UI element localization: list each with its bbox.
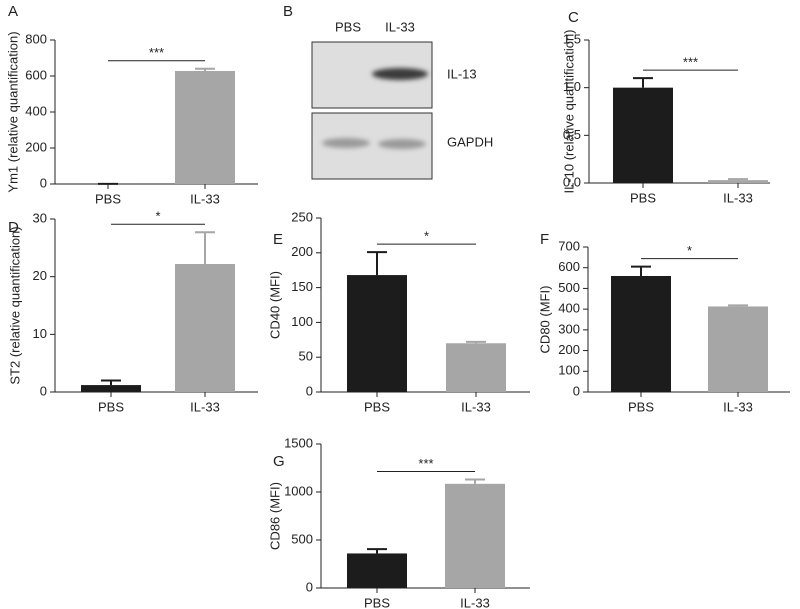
y-tick-label: 700: [558, 238, 580, 253]
panel-letter: E: [273, 231, 283, 248]
gel-band: [322, 138, 370, 148]
x-tick-label: IL-33: [190, 191, 220, 206]
bar: [708, 180, 768, 183]
x-tick-label: PBS: [364, 595, 390, 609]
bar: [175, 70, 235, 184]
y-tick-label: 0: [306, 383, 313, 398]
y-axis-label: IL-10 (relative quantification): [561, 29, 576, 193]
y-axis-label: CD80 (MFI): [537, 286, 552, 354]
y-axis-label: ST2 (relative quantification): [7, 226, 22, 384]
panel-letter: F: [540, 231, 549, 248]
y-tick-label: 150: [291, 279, 313, 294]
y-tick-label: 100: [558, 363, 580, 378]
panel-letter: A: [8, 3, 18, 20]
gel-panel: B PBS IL-33 IL-13 GAPDH: [283, 3, 493, 180]
y-tick-label: 400: [558, 301, 580, 316]
y-tick-label: 600: [25, 67, 47, 82]
bar: [81, 385, 141, 392]
bar: [175, 263, 235, 392]
significance-label: ***: [149, 45, 164, 60]
y-tick-label: 0.0: [563, 174, 581, 189]
significance-label: ***: [683, 55, 698, 70]
bar: [613, 87, 673, 183]
bar: [611, 276, 671, 392]
lane-label: IL-33: [385, 19, 415, 34]
x-tick-label: PBS: [98, 399, 124, 414]
y-tick-label: 1500: [284, 435, 313, 450]
bar: [708, 306, 768, 392]
bar: [347, 553, 407, 588]
y-tick-label: 200: [291, 244, 313, 259]
significance-label: *: [424, 229, 429, 244]
y-axis-label: Ym1 (relative quantification): [5, 31, 20, 192]
x-tick-label: IL-33: [723, 190, 753, 205]
band-label: IL-13: [447, 66, 477, 81]
y-tick-label: 800: [25, 31, 47, 46]
y-axis-label: CD86 (MFI): [267, 482, 282, 550]
x-tick-label: PBS: [630, 190, 656, 205]
panel-letter: G: [273, 453, 285, 470]
gel-band: [372, 68, 428, 80]
x-tick-label: IL-33: [460, 595, 490, 609]
significance-label: ***: [418, 456, 433, 471]
y-tick-label: 500: [291, 531, 313, 546]
y-tick-label: 50: [299, 349, 313, 364]
x-tick-label: IL-33: [190, 399, 220, 414]
x-tick-label: PBS: [628, 399, 654, 414]
y-tick-label: 30: [33, 210, 47, 225]
x-tick-label: IL-33: [461, 399, 491, 414]
panel-letter: B: [283, 3, 293, 20]
bar: [445, 483, 505, 588]
y-tick-label: 1000: [284, 483, 313, 498]
lane-label: PBS: [335, 19, 361, 34]
x-tick-label: IL-33: [723, 399, 753, 414]
x-tick-label: PBS: [364, 399, 390, 414]
significance-label: *: [687, 243, 692, 258]
y-tick-label: 0: [573, 383, 580, 398]
gel-band: [378, 139, 426, 149]
y-axis-label: CD40 (MFI): [267, 271, 282, 339]
bar: [347, 275, 407, 392]
significance-label: *: [155, 209, 160, 224]
y-tick-label: 0: [306, 579, 313, 594]
panel-letter: C: [568, 9, 579, 26]
y-tick-label: 0: [40, 175, 47, 190]
y-tick-label: 20: [33, 268, 47, 283]
y-tick-label: 250: [291, 209, 313, 224]
y-tick-label: 300: [558, 321, 580, 336]
y-tick-label: 10: [33, 326, 47, 341]
y-tick-label: 1.0: [563, 79, 581, 94]
band-label: GAPDH: [447, 134, 493, 149]
y-tick-label: 200: [558, 342, 580, 357]
y-tick-label: 600: [558, 259, 580, 274]
y-tick-label: 400: [25, 103, 47, 118]
y-tick-label: 1.5: [563, 31, 581, 46]
x-tick-label: PBS: [95, 191, 121, 206]
y-tick-label: 200: [25, 139, 47, 154]
y-tick-label: 0.5: [563, 127, 581, 142]
y-tick-label: 0: [40, 383, 47, 398]
y-tick-label: 500: [558, 280, 580, 295]
panel-letter: D: [8, 219, 19, 236]
bar: [446, 343, 506, 392]
y-tick-label: 100: [291, 314, 313, 329]
